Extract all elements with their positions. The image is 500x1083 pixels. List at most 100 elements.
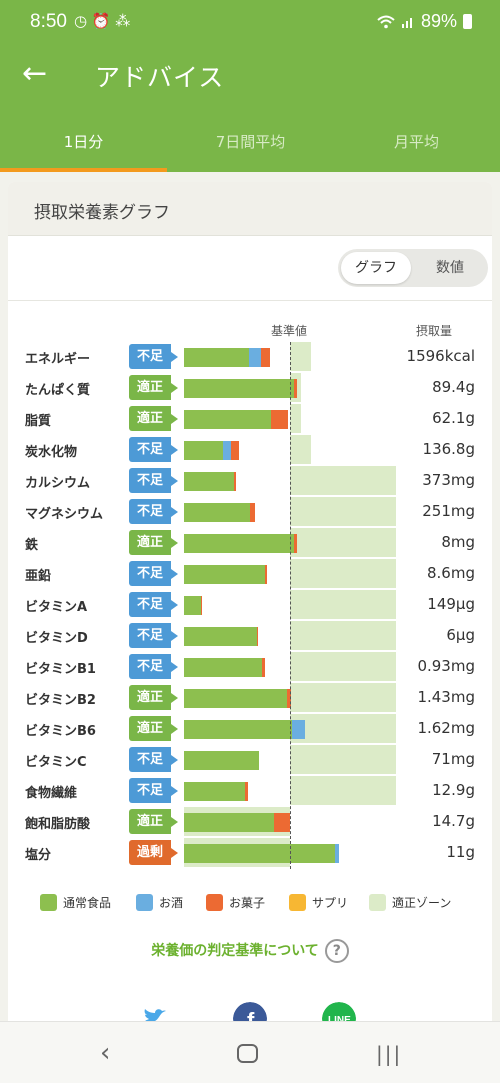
intake-value: 6μg — [446, 626, 475, 644]
intake-bar-food — [184, 782, 246, 801]
nutrient-name: 食物繊維 — [25, 786, 78, 801]
legend-label: 通常食品 — [63, 896, 112, 910]
twitter-icon[interactable] — [140, 1002, 174, 1036]
nav-recents-button[interactable]: ||| — [376, 1042, 403, 1066]
intake-value: 71mg — [431, 750, 475, 768]
intake-bar-snack — [233, 472, 236, 491]
tab-seven-day-average[interactable]: 7日間平均 — [215, 133, 286, 151]
intake-bar-food — [184, 472, 234, 491]
intake-value: 1.62mg — [417, 719, 475, 737]
divider — [8, 300, 492, 301]
tab-monthly-average[interactable]: 月平均 — [393, 133, 439, 151]
nutrient-name: ビタミンB1 — [25, 662, 96, 677]
status-right: 89% — [377, 11, 472, 32]
intake-bar-food — [184, 658, 263, 677]
intake-column-header: 摂取量 — [416, 324, 453, 338]
nav-home-button[interactable] — [237, 1044, 258, 1063]
appropriate-zone — [290, 590, 396, 619]
intake-value: 8.6mg — [427, 564, 475, 582]
chart-legend: 通常食品 お酒 お菓子 サプリ 適正ゾーン — [8, 894, 492, 914]
legend-label: お菓子 — [229, 896, 266, 910]
status-badge: 不足 — [129, 623, 178, 648]
tab-indicator — [0, 168, 167, 172]
intake-bar-food — [184, 813, 275, 832]
legend-item-snack: お菓子 — [206, 894, 265, 911]
intake-bar-food — [184, 596, 201, 615]
status-badge: 不足 — [129, 499, 178, 524]
tab-one-day[interactable]: 1日分 — [63, 133, 104, 151]
card-title: 摂取栄養素グラフ — [34, 203, 170, 223]
back-arrow-icon[interactable]: ← — [22, 56, 48, 91]
svg-text:LINE: LINE — [328, 1015, 351, 1026]
nutrient-name: ビタミンB6 — [25, 724, 96, 739]
nutrient-row: ビタミンA 不足 149μg — [8, 590, 492, 621]
legend-swatch — [206, 894, 223, 911]
nutrient-row: エネルギー 不足 1596kcal — [8, 342, 492, 373]
view-toggle: グラフ 数値 — [338, 249, 488, 287]
intake-value: 373mg — [422, 471, 475, 489]
intake-bar-food — [184, 534, 295, 553]
intake-bar-food — [184, 379, 295, 398]
page-title: アドバイス — [95, 63, 225, 92]
criteria-link[interactable]: 栄養価の判定基準について — [151, 943, 319, 959]
card-header: 摂取栄養素グラフ — [8, 182, 492, 236]
legend-label: サプリ — [312, 896, 349, 910]
help-icon[interactable]: ? — [324, 939, 349, 963]
intake-value: 89.4g — [432, 378, 475, 396]
nutrient-name: ビタミンA — [25, 600, 88, 615]
intake-bar-snack — [264, 565, 267, 584]
graph-view-button[interactable]: グラフ — [341, 252, 411, 284]
intake-bar-food — [184, 348, 249, 367]
nutrient-row: 飽和脂肪酸 適正 14.7g — [8, 807, 492, 838]
appropriate-zone — [290, 528, 396, 557]
intake-bar-snack — [230, 441, 240, 460]
nutrient-name: ビタミンD — [25, 631, 88, 646]
legend-label: お酒 — [159, 896, 184, 910]
standard-column-header: 基準値 — [271, 324, 308, 338]
intake-bar-snack — [200, 596, 202, 615]
nutrient-row: 炭水化物 不足 136.8g — [8, 435, 492, 466]
legend-item-alcohol: お酒 — [136, 894, 183, 911]
values-view-button[interactable]: 数値 — [436, 260, 464, 276]
intake-bar-snack — [261, 348, 270, 367]
legend-swatch — [40, 894, 57, 911]
nutrient-row: ビタミンB2 適正 1.43mg — [8, 683, 492, 714]
nutrient-name: 鉄 — [25, 538, 39, 553]
battery-percent: 89% — [420, 11, 457, 31]
nutrient-row: 鉄 適正 8mg — [8, 528, 492, 559]
criteria-link-row: 栄養価の判定基準について? — [8, 939, 492, 963]
intake-value: 14.7g — [432, 812, 475, 830]
appropriate-zone — [290, 714, 396, 743]
intake-bar-alcohol — [292, 720, 305, 739]
status-badge: 不足 — [129, 437, 178, 462]
appropriate-zone — [290, 497, 396, 526]
nutrient-row: ビタミンB6 適正 1.62mg — [8, 714, 492, 745]
legend-swatch — [369, 894, 386, 911]
nutrient-row: ビタミンD 不足 6μg — [8, 621, 492, 652]
nutrient-name: 亜鉛 — [25, 569, 52, 584]
status-badge: 適正 — [129, 375, 178, 400]
intake-bar-food — [184, 689, 287, 708]
intake-bar-alcohol — [248, 348, 262, 367]
appropriate-zone — [290, 652, 396, 681]
app-bar: ← アドバイス — [0, 46, 500, 106]
appropriate-zone — [290, 435, 312, 464]
intake-bar-food — [184, 751, 260, 770]
legend-label: 適正ゾーン — [392, 896, 452, 910]
intake-value: 0.93mg — [417, 657, 475, 675]
intake-value: 149μg — [427, 595, 475, 613]
nutrient-graph-card: 摂取栄養素グラフ グラフ 数値 基準値 摂取量 エネルギー 不足 1596kcal た… — [8, 182, 492, 1042]
legend-item-food: 通常食品 — [40, 894, 111, 911]
intake-value: 11g — [446, 843, 475, 861]
status-badge: 不足 — [129, 654, 178, 679]
nav-back-button[interactable]: ‹ — [100, 1038, 111, 1068]
appropriate-zone — [290, 745, 396, 774]
status-time: 8:50 — [30, 11, 67, 32]
intake-bar-food — [184, 410, 271, 429]
intake-value: 62.1g — [432, 409, 475, 427]
nutrient-row: 塩分 過剰 11g — [8, 838, 492, 869]
intake-bar-snack — [294, 534, 298, 553]
appropriate-zone — [290, 621, 396, 650]
appropriate-zone — [290, 776, 396, 805]
intake-value: 136.8g — [422, 440, 475, 458]
